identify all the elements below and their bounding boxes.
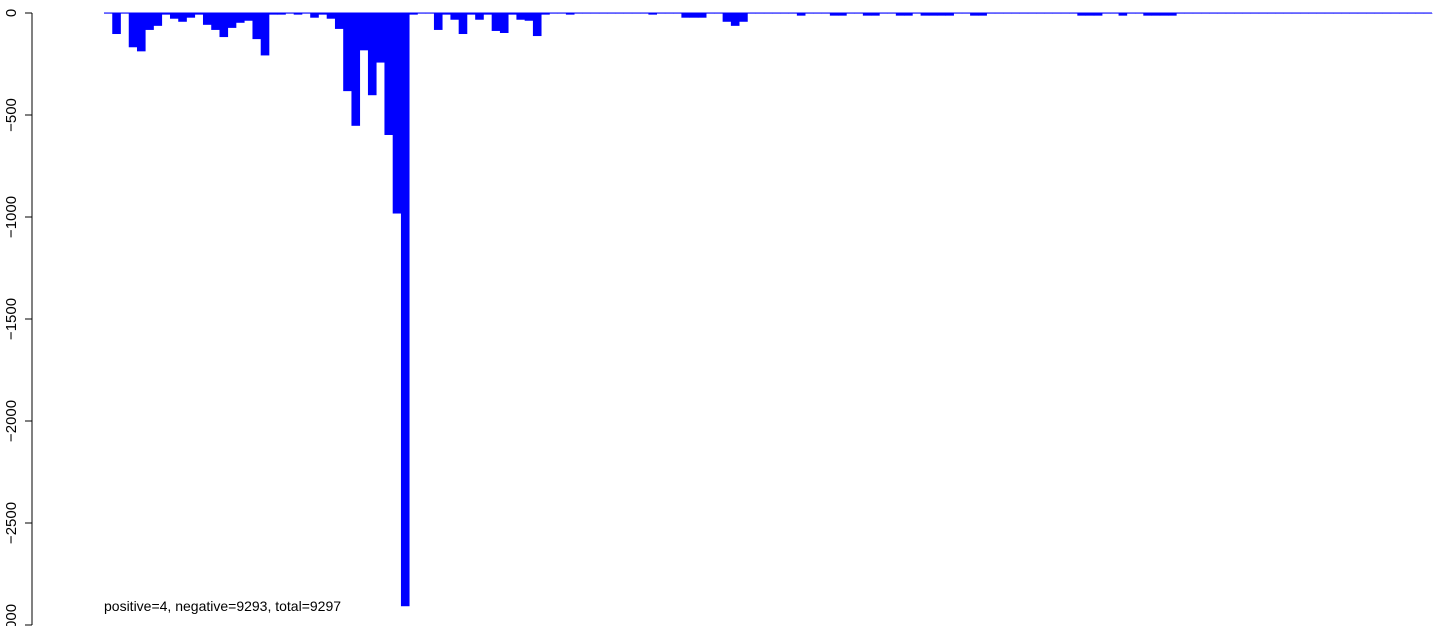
bar bbox=[235, 13, 245, 23]
bar bbox=[211, 13, 220, 30]
bar bbox=[978, 13, 987, 16]
bar bbox=[928, 13, 938, 16]
bar bbox=[318, 13, 328, 15]
bar bbox=[310, 13, 319, 18]
bar bbox=[376, 13, 385, 63]
bar bbox=[904, 13, 913, 16]
y-tick-label: −1000 bbox=[3, 196, 20, 238]
bar bbox=[128, 13, 138, 48]
bar bbox=[334, 13, 344, 29]
bars-group bbox=[104, 13, 1433, 607]
bar bbox=[202, 13, 212, 25]
bar bbox=[945, 13, 954, 16]
bar bbox=[499, 13, 509, 33]
bar bbox=[169, 13, 179, 19]
bar bbox=[491, 13, 501, 31]
bar bbox=[1085, 13, 1095, 16]
bar bbox=[409, 13, 418, 15]
bar bbox=[112, 13, 121, 35]
bar bbox=[541, 13, 550, 15]
y-tick-label: −2000 bbox=[3, 400, 20, 442]
bar bbox=[153, 13, 163, 26]
y-tick-label: −2500 bbox=[3, 502, 20, 544]
bar bbox=[161, 13, 171, 15]
y-axis: 0 −500 −1000 −1500 −2000 −2500 −3000 bbox=[3, 9, 33, 626]
bar bbox=[871, 13, 880, 16]
bar bbox=[862, 13, 872, 16]
summary-annotation: positive=4, negative=9293, total=9297 bbox=[104, 598, 341, 614]
bar bbox=[178, 13, 187, 22]
bar bbox=[1118, 13, 1128, 16]
bar bbox=[895, 13, 905, 16]
bar bbox=[937, 13, 946, 16]
bar bbox=[508, 13, 517, 15]
y-tick-label: −3000 bbox=[3, 604, 20, 626]
bar bbox=[227, 13, 237, 28]
bar bbox=[136, 13, 146, 52]
bar bbox=[970, 13, 979, 16]
bar bbox=[524, 13, 534, 21]
bar bbox=[516, 13, 526, 20]
bar bbox=[194, 13, 204, 15]
bar bbox=[252, 13, 262, 40]
y-tick-label: 0 bbox=[3, 9, 20, 17]
bar bbox=[730, 13, 740, 26]
bar bbox=[392, 13, 402, 214]
bar bbox=[326, 13, 336, 19]
y-tick-label: −1500 bbox=[3, 298, 20, 340]
bar bbox=[483, 13, 493, 15]
bar bbox=[1093, 13, 1103, 16]
bar bbox=[722, 13, 732, 22]
bar bbox=[442, 13, 451, 15]
bar bbox=[219, 13, 229, 38]
bar bbox=[458, 13, 468, 35]
bar bbox=[293, 13, 303, 15]
bar bbox=[829, 13, 839, 16]
bar bbox=[532, 13, 542, 37]
bar bbox=[697, 13, 707, 18]
y-tick-label: −500 bbox=[3, 98, 20, 132]
bar bbox=[268, 13, 278, 15]
bar bbox=[277, 13, 286, 15]
bar bbox=[186, 13, 196, 18]
bar bbox=[145, 13, 154, 30]
bar bbox=[351, 13, 361, 126]
bar bbox=[1159, 13, 1169, 16]
bar bbox=[466, 13, 476, 15]
bar bbox=[343, 13, 352, 92]
bar bbox=[433, 13, 443, 30]
bar bbox=[475, 13, 484, 20]
bar bbox=[565, 13, 575, 15]
bar bbox=[689, 13, 699, 18]
bar bbox=[1168, 13, 1177, 16]
bar bbox=[244, 13, 253, 21]
bar bbox=[384, 13, 394, 135]
bar bbox=[648, 13, 657, 15]
bar bbox=[1151, 13, 1161, 16]
bar bbox=[260, 13, 270, 56]
bar bbox=[1077, 13, 1086, 16]
bar bbox=[681, 13, 690, 18]
bar bbox=[838, 13, 847, 16]
bar bbox=[450, 13, 460, 20]
bar bbox=[400, 13, 410, 607]
bar bbox=[359, 13, 369, 51]
bar bbox=[739, 13, 748, 22]
bar bbox=[367, 13, 377, 96]
bar bbox=[920, 13, 930, 16]
bar bbox=[1143, 13, 1152, 16]
bar bbox=[796, 13, 806, 16]
